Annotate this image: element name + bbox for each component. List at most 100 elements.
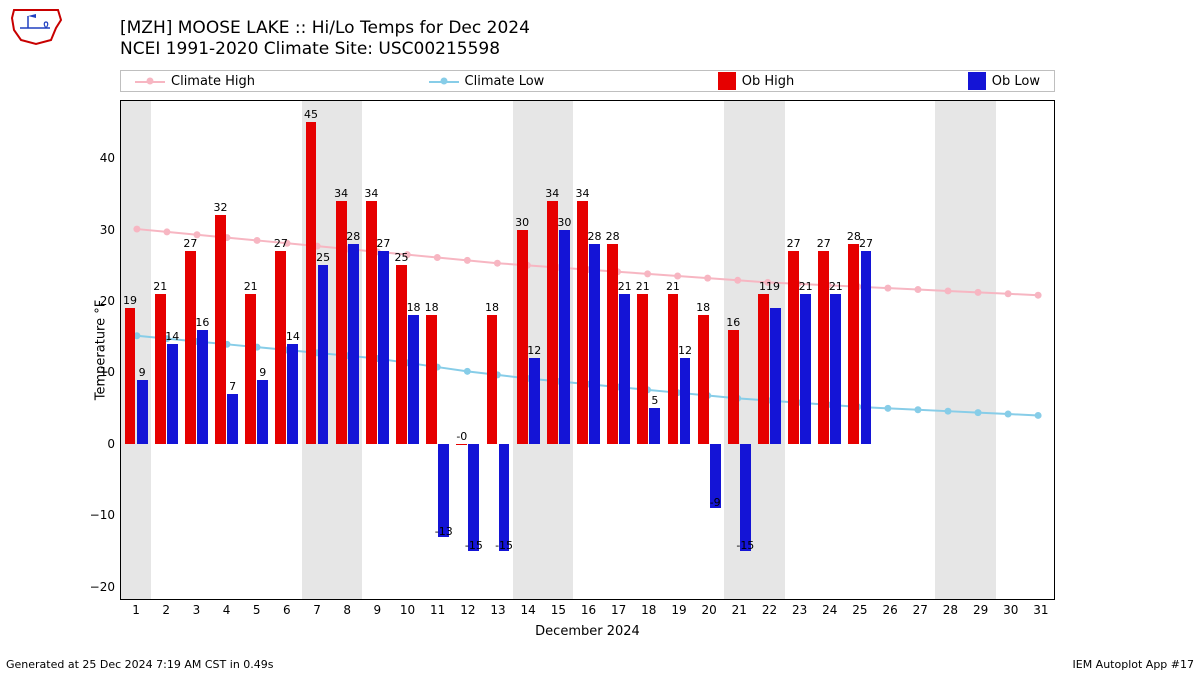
bar-label-low: 9: [139, 366, 146, 379]
bar-label-low: 12: [527, 344, 541, 357]
weekend-shade: [966, 101, 996, 599]
bar-label-high: 18: [696, 301, 710, 314]
bar-label-low: -9: [710, 496, 721, 509]
ob-low-bar: [408, 315, 419, 444]
bar-label-low: 7: [229, 380, 236, 393]
ob-low-bar: [861, 251, 872, 444]
x-tick-label: 10: [400, 603, 415, 617]
y-tick-label: −10: [85, 508, 115, 522]
x-tick-label: 29: [973, 603, 988, 617]
y-tick-label: 0: [85, 437, 115, 451]
bar-label-high: 34: [545, 187, 559, 200]
x-tick-label: 11: [430, 603, 445, 617]
x-tick-label: 4: [223, 603, 231, 617]
bar-label-high: 27: [817, 237, 831, 250]
x-tick-label: 2: [162, 603, 170, 617]
legend-ob-low: Ob Low: [968, 72, 1040, 90]
ob-high-bar: [668, 294, 679, 444]
title-line2: NCEI 1991-2020 Climate Site: USC00215598: [120, 39, 530, 60]
ob-high-bar: [215, 215, 226, 444]
ob-low-bar: [830, 294, 841, 444]
ob-low-bar: [499, 444, 510, 551]
x-tick-label: 24: [822, 603, 837, 617]
bar-label-low: 28: [588, 230, 602, 243]
ob-high-bar: [155, 294, 166, 444]
ob-low-bar: [468, 444, 479, 551]
ob-high-bar: [487, 315, 498, 444]
bar-label-high: 34: [364, 187, 378, 200]
x-tick-label: 23: [792, 603, 807, 617]
x-tick-label: 21: [732, 603, 747, 617]
ob-high-bar: [396, 265, 407, 444]
x-tick-label: 28: [943, 603, 958, 617]
bar-label-high: 27: [274, 237, 288, 250]
bar-label-high: 25: [395, 251, 409, 264]
y-axis-label: Temperature °F: [94, 300, 109, 400]
bar-label-high: 34: [334, 187, 348, 200]
ob-low-bar: [378, 251, 389, 444]
x-tick-label: 5: [253, 603, 261, 617]
legend-climate-low: Climate Low: [429, 74, 545, 89]
bar-label-high: 21: [636, 280, 650, 293]
bar-label-low: 14: [165, 330, 179, 343]
x-tick-label: 15: [551, 603, 566, 617]
x-tick-label: 19: [671, 603, 686, 617]
y-tick-label: 10: [85, 365, 115, 379]
ob-high-bar: [698, 315, 709, 444]
y-tick-label: −20: [85, 580, 115, 594]
ob-high-bar: [728, 330, 739, 444]
ob-low-bar: [257, 380, 268, 444]
footer-app: IEM Autoplot App #17: [1073, 658, 1195, 671]
ob-high-bar: [758, 294, 769, 444]
bar-label-low: 9: [259, 366, 266, 379]
ob-high-bar: [637, 294, 648, 444]
ob-high-bar: [336, 201, 347, 444]
ob-low-bar: [649, 408, 660, 444]
bar-label-low: 25: [316, 251, 330, 264]
ob-high-bar: [848, 244, 859, 444]
bar-label-high: 27: [787, 237, 801, 250]
x-tick-label: 20: [702, 603, 717, 617]
bar-label-low: 21: [618, 280, 632, 293]
ob-low-bar: [740, 444, 751, 551]
bar-label: 119: [759, 280, 780, 293]
ob-high-bar: [607, 244, 618, 444]
bar-label-low: -15: [495, 539, 513, 552]
ob-high-bar: [275, 251, 286, 444]
x-tick-label: 1: [132, 603, 140, 617]
bar-label-high: 21: [153, 280, 167, 293]
ob-high-bar: [547, 201, 558, 444]
bar-label-low: -15: [736, 539, 754, 552]
bar-label-high: 16: [726, 316, 740, 329]
footer-generated: Generated at 25 Dec 2024 7:19 AM CST in …: [6, 658, 274, 671]
title-line1: [MZH] MOOSE LAKE :: Hi/Lo Temps for Dec …: [120, 18, 530, 39]
bar-label-low: 16: [195, 316, 209, 329]
x-tick-label: 27: [913, 603, 928, 617]
bar-label-low: 14: [286, 330, 300, 343]
iem-logo: [6, 6, 66, 46]
ob-high-bar: [306, 122, 317, 443]
bar-label-low: 21: [799, 280, 813, 293]
bar-label-low: -13: [435, 525, 453, 538]
ob-low-bar: [197, 330, 208, 444]
bar-label-low: 27: [376, 237, 390, 250]
ob-low-bar: [770, 308, 781, 444]
bar-label-low: 27: [859, 237, 873, 250]
x-tick-label: 13: [490, 603, 505, 617]
x-tick-label: 7: [313, 603, 321, 617]
bar-label-low: 5: [651, 394, 658, 407]
ob-high-bar: [818, 251, 829, 444]
x-tick-label: 8: [343, 603, 351, 617]
bar-label-low: 28: [346, 230, 360, 243]
y-tick-label: 30: [85, 223, 115, 237]
y-tick-label: 40: [85, 151, 115, 165]
x-tick-label: 14: [521, 603, 536, 617]
x-tick-label: 17: [611, 603, 626, 617]
bar-label-high: 45: [304, 108, 318, 121]
x-tick-label: 26: [882, 603, 897, 617]
bar-label-low: -15: [465, 539, 483, 552]
bar-label-high: 21: [244, 280, 258, 293]
ob-low-bar: [619, 294, 630, 444]
ob-low-bar: [318, 265, 329, 444]
ob-low-bar: [167, 344, 178, 444]
